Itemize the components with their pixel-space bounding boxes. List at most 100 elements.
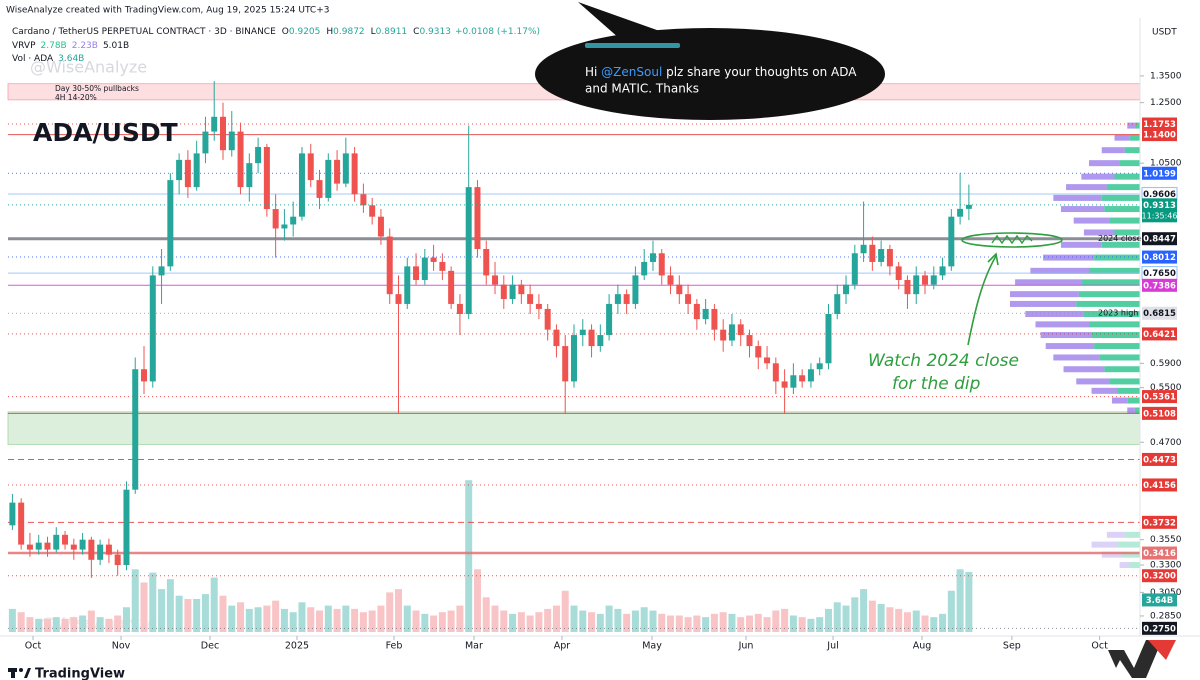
y-tick-label: 0.3300 bbox=[1150, 561, 1182, 571]
volume-bar bbox=[544, 608, 552, 632]
candle-body bbox=[219, 116, 226, 151]
volume-bar bbox=[667, 615, 675, 632]
profile-down bbox=[1010, 300, 1077, 307]
candle-body bbox=[913, 275, 920, 295]
candle-body bbox=[421, 257, 428, 280]
candle-body bbox=[509, 284, 516, 300]
candle-body bbox=[737, 324, 744, 336]
profile-down bbox=[1045, 343, 1095, 350]
volume-bar bbox=[596, 613, 604, 632]
profile-down bbox=[1111, 397, 1128, 404]
level-badge-label: 1.0199 bbox=[1143, 169, 1176, 179]
candle-body bbox=[44, 542, 51, 550]
candle-body bbox=[500, 284, 507, 300]
candle-body bbox=[307, 153, 314, 181]
candle-body bbox=[606, 303, 613, 336]
vrvp-item: VRVP bbox=[12, 41, 36, 51]
volume-bar bbox=[324, 605, 332, 632]
candle-body bbox=[53, 534, 60, 550]
x-tick-label: Oct bbox=[1091, 641, 1108, 652]
profile-down bbox=[1127, 122, 1135, 129]
x-tick-label: Dec bbox=[201, 641, 219, 652]
candle-body bbox=[62, 534, 69, 545]
candle-body bbox=[904, 279, 911, 295]
volume-bar bbox=[605, 605, 613, 632]
profile-up bbox=[1134, 122, 1140, 129]
volume-bar bbox=[421, 613, 429, 632]
speech-bubble bbox=[535, 28, 885, 120]
level-note: 2023 high bbox=[1098, 309, 1138, 318]
chart-title: ADA/USDT bbox=[33, 118, 178, 147]
candle-body bbox=[35, 542, 42, 550]
x-tick-label: 2025 bbox=[285, 641, 309, 652]
candle-body bbox=[404, 266, 411, 304]
zigzag bbox=[991, 234, 1033, 245]
volume-bar bbox=[131, 569, 139, 632]
profile-up bbox=[1129, 562, 1140, 569]
volume-bar bbox=[96, 617, 104, 632]
volume-bar bbox=[430, 615, 438, 632]
volume-bar bbox=[824, 608, 832, 632]
candle-body bbox=[492, 275, 499, 285]
profile-up bbox=[1076, 300, 1140, 307]
volume-bar bbox=[579, 610, 587, 632]
ohlc-prefix: O bbox=[282, 27, 289, 37]
candle-body bbox=[623, 294, 630, 304]
candle-body bbox=[184, 159, 191, 188]
volume-bar bbox=[816, 617, 824, 632]
y-tick-label: 0.3050 bbox=[1150, 588, 1182, 598]
candle-body bbox=[246, 163, 253, 188]
profile-down bbox=[1101, 147, 1125, 154]
x-tick-label: Jun bbox=[738, 641, 754, 652]
vrvp-item: 2.23B bbox=[72, 41, 98, 51]
ohlc-value: 0.9313 bbox=[419, 27, 451, 37]
profile-down bbox=[1015, 279, 1082, 286]
volume-bar bbox=[737, 617, 745, 632]
level-badge bbox=[1142, 546, 1177, 560]
candle-body bbox=[579, 329, 586, 336]
level-badge bbox=[1142, 166, 1177, 180]
logo-part bbox=[19, 668, 23, 672]
profile-up bbox=[1106, 184, 1140, 191]
profile-up bbox=[1109, 217, 1140, 224]
volume-bar bbox=[272, 600, 280, 632]
profile-down bbox=[1073, 217, 1110, 224]
volume-bar bbox=[403, 605, 411, 632]
volume-bar bbox=[842, 605, 850, 632]
level-badge bbox=[1142, 515, 1177, 529]
symbol-line: Cardano / TetherUS PERPETUAL CONTRACT · … bbox=[12, 27, 540, 37]
volume-bar bbox=[719, 612, 727, 632]
volume-bar bbox=[201, 594, 209, 632]
zone bbox=[7, 411, 1141, 445]
volume-bar bbox=[640, 607, 648, 632]
volume-bar bbox=[61, 618, 69, 632]
volume-bar bbox=[500, 610, 508, 632]
level-badge-label: 0.3732 bbox=[1143, 518, 1176, 528]
level-badge bbox=[1142, 390, 1177, 404]
level-note: 2024 close bbox=[1098, 234, 1142, 243]
volume-bar bbox=[930, 617, 938, 632]
ohlc-prefix: H bbox=[326, 27, 333, 37]
profile-up bbox=[1104, 206, 1140, 213]
candle-body bbox=[132, 369, 139, 490]
volume-bar bbox=[860, 589, 868, 632]
y-tick-label: 0.5900 bbox=[1150, 359, 1182, 369]
volume-bar bbox=[210, 577, 218, 632]
volume-bar bbox=[122, 607, 130, 632]
x-tick-label: Apr bbox=[554, 641, 571, 652]
volume-bar bbox=[8, 608, 16, 632]
candle-body bbox=[79, 539, 86, 550]
currency: USDT bbox=[1152, 28, 1177, 38]
candle-body bbox=[746, 335, 753, 347]
level-badge bbox=[1142, 406, 1177, 420]
candle-body bbox=[141, 369, 148, 382]
volume-bar bbox=[254, 607, 262, 632]
candle-body bbox=[430, 257, 437, 262]
profile-up bbox=[1094, 343, 1140, 350]
volume-bar bbox=[754, 613, 762, 632]
level-badge-label: 0.2750 bbox=[1143, 624, 1176, 634]
bubble-text: and MATIC. Thanks bbox=[585, 82, 699, 96]
level-badge-label: 1.1400 bbox=[1143, 131, 1176, 141]
candle-body bbox=[535, 303, 542, 309]
volume-bar bbox=[359, 612, 367, 632]
